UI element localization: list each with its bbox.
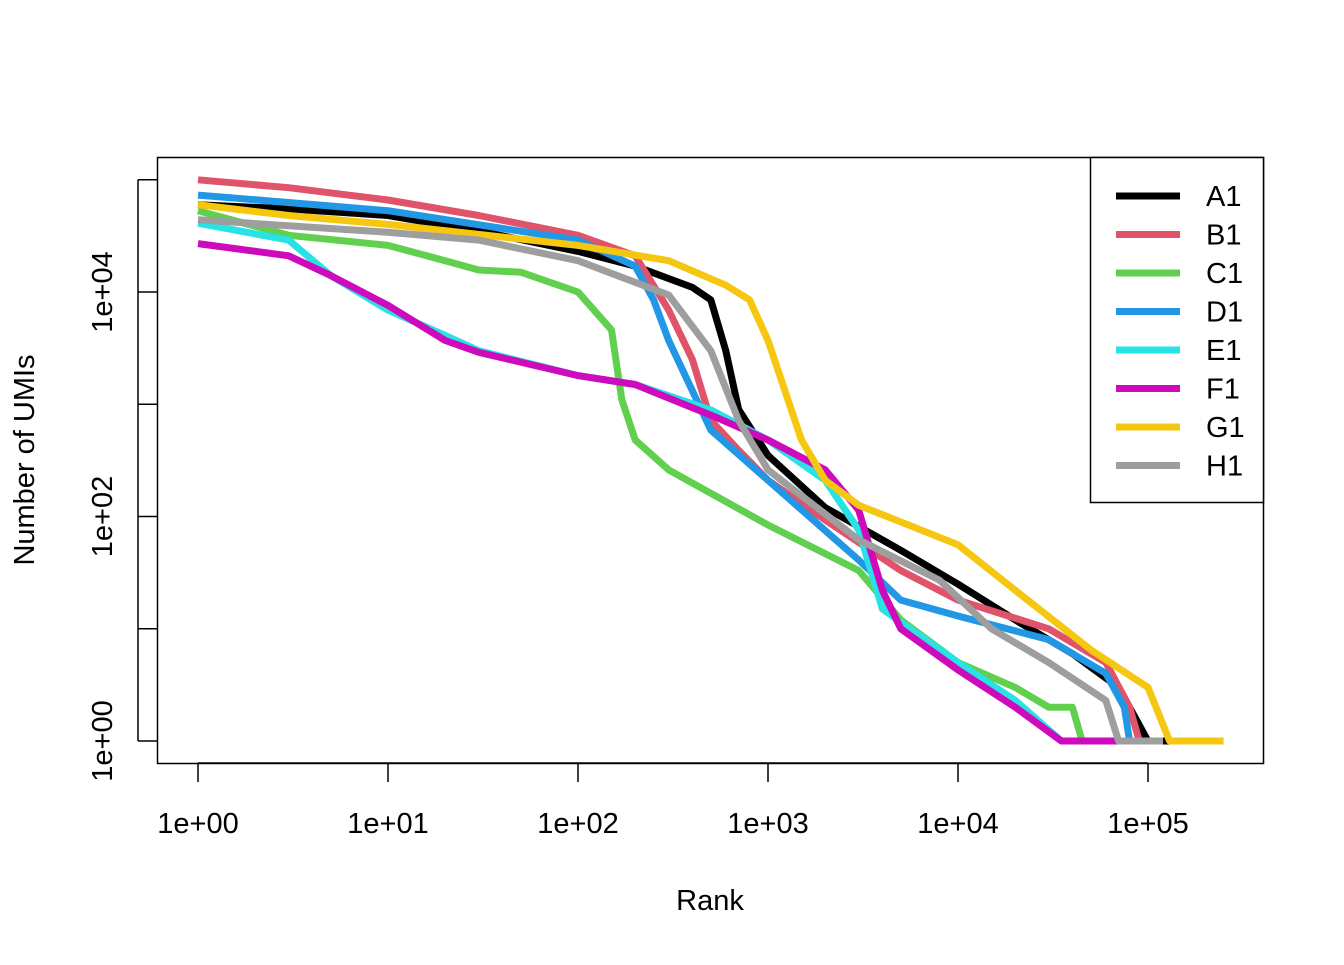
y-axis-label: Number of UMIs: [9, 354, 41, 565]
legend-label: H1: [1206, 451, 1243, 483]
legend-label: C1: [1206, 258, 1243, 290]
series-layer: [197, 176, 1224, 745]
x-tick-label: 1e+05: [1107, 808, 1188, 840]
x-tick-label: 1e+00: [157, 808, 238, 840]
series-line-F1: [197, 240, 1140, 745]
legend-label: B1: [1206, 220, 1241, 252]
legend-item-B1: B1: [1116, 220, 1241, 252]
legend-label: E1: [1206, 335, 1241, 367]
legend-item-H1: H1: [1116, 451, 1243, 483]
series-line-B1: [197, 176, 1143, 742]
y-tick-label: 1e+00: [87, 700, 119, 781]
series-line-E1: [197, 219, 1091, 745]
x-tick-label: 1e+02: [537, 808, 618, 840]
x-axis: 1e+00 1e+01 1e+02 1e+03 1e+04 1e+05: [157, 762, 1189, 840]
legend-item-G1: G1: [1116, 412, 1245, 444]
legend-label: A1: [1206, 181, 1241, 213]
series-line-C1: [197, 207, 1086, 742]
series-line-G1: [197, 201, 1224, 745]
legend-item-C1: C1: [1116, 258, 1243, 290]
legend-item-A1: A1: [1116, 181, 1241, 213]
legend-item-F1: F1: [1116, 374, 1240, 406]
legend-item-E1: E1: [1116, 335, 1241, 367]
x-tick-label: 1e+03: [727, 808, 808, 840]
legend-item-D1: D1: [1116, 297, 1243, 329]
x-axis-label: Rank: [676, 885, 744, 917]
legend-label: D1: [1206, 297, 1243, 329]
legend-box: [1089, 156, 1265, 504]
series-line-H1: [197, 216, 1163, 745]
x-tick-label: 1e+04: [917, 808, 998, 840]
y-tick-label: 1e+02: [87, 476, 119, 557]
legend-label: G1: [1206, 412, 1245, 444]
legend: A1 B1 C1 D1 E1 F1 G1 H1: [1089, 156, 1265, 504]
legend-label: F1: [1206, 374, 1240, 406]
y-axis: 1e+00 1e+02 1e+04: [87, 179, 157, 782]
y-tick-label: 1e+04: [87, 251, 119, 332]
x-tick-label: 1e+01: [347, 808, 428, 840]
